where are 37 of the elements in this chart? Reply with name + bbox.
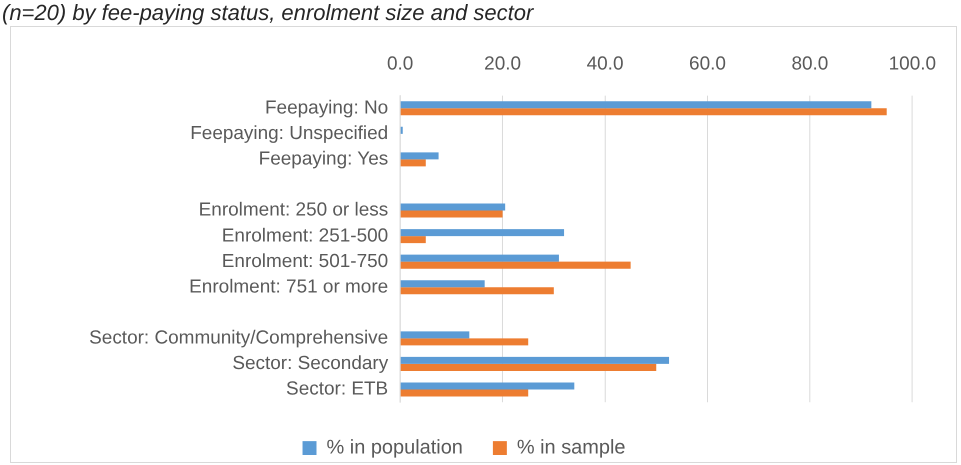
x-tick-label: 60.0	[689, 53, 726, 74]
bar	[400, 204, 506, 211]
bar	[400, 262, 631, 269]
y-tick-label: Enrolment: 250 or less	[198, 200, 388, 221]
bar	[400, 101, 872, 108]
y-tick-label: Enrolment: 501-750	[222, 250, 388, 272]
bar	[400, 389, 528, 397]
y-tick-label: Sector: ETB	[286, 378, 388, 400]
bar	[400, 254, 559, 262]
y-tick-label: Sector: Community/Comprehensive	[89, 328, 388, 349]
y-tick-label: Feepaying: Unspecified	[190, 123, 388, 144]
chart-title: (n=20) by fee-paying status, enrolment size and sector	[2, 0, 534, 25]
legend-label: % in population	[326, 436, 463, 459]
bar	[400, 280, 485, 288]
x-tick-label: 100.0	[888, 53, 936, 74]
bar	[400, 159, 426, 166]
bar	[400, 338, 528, 346]
x-tick-label: 20.0	[484, 53, 522, 74]
bar	[400, 287, 554, 294]
bar	[400, 382, 574, 390]
bar	[400, 356, 670, 364]
legend-label: % in sample	[516, 436, 626, 459]
x-tick-label: 40.0	[586, 53, 624, 74]
bar	[400, 364, 656, 371]
bar	[400, 229, 564, 236]
y-tick-label: Enrolment: 251-500	[222, 225, 388, 246]
bar	[400, 236, 426, 244]
x-tick-label: 80.0	[791, 53, 828, 74]
bar	[400, 108, 887, 116]
y-tick-label: Sector: Secondary	[232, 353, 389, 374]
bar	[400, 210, 503, 218]
y-tick-label: Feepaying: No	[264, 98, 388, 118]
x-tick-label: 0.0	[387, 53, 414, 74]
y-tick-label: Enrolment: 751 or more	[189, 276, 388, 298]
y-tick-label: Feepaying: Yes	[258, 148, 388, 170]
bar	[400, 152, 439, 160]
bar	[400, 331, 470, 338]
